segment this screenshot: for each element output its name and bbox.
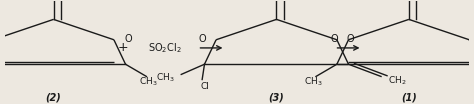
- Text: (1): (1): [401, 92, 417, 102]
- Text: O: O: [124, 34, 132, 44]
- Text: +: +: [118, 41, 128, 54]
- Text: CH$_2$: CH$_2$: [388, 75, 407, 87]
- Text: O: O: [347, 34, 355, 44]
- Text: (2): (2): [46, 92, 62, 102]
- Text: O: O: [198, 34, 206, 44]
- Text: SO$_2$Cl$_2$: SO$_2$Cl$_2$: [148, 41, 182, 55]
- Text: CH$_3$: CH$_3$: [155, 71, 174, 84]
- Text: CH$_3$: CH$_3$: [139, 76, 158, 88]
- Text: CH$_3$: CH$_3$: [304, 76, 323, 88]
- Text: Cl: Cl: [200, 82, 209, 91]
- Text: O: O: [331, 34, 338, 44]
- Text: (3): (3): [269, 92, 284, 102]
